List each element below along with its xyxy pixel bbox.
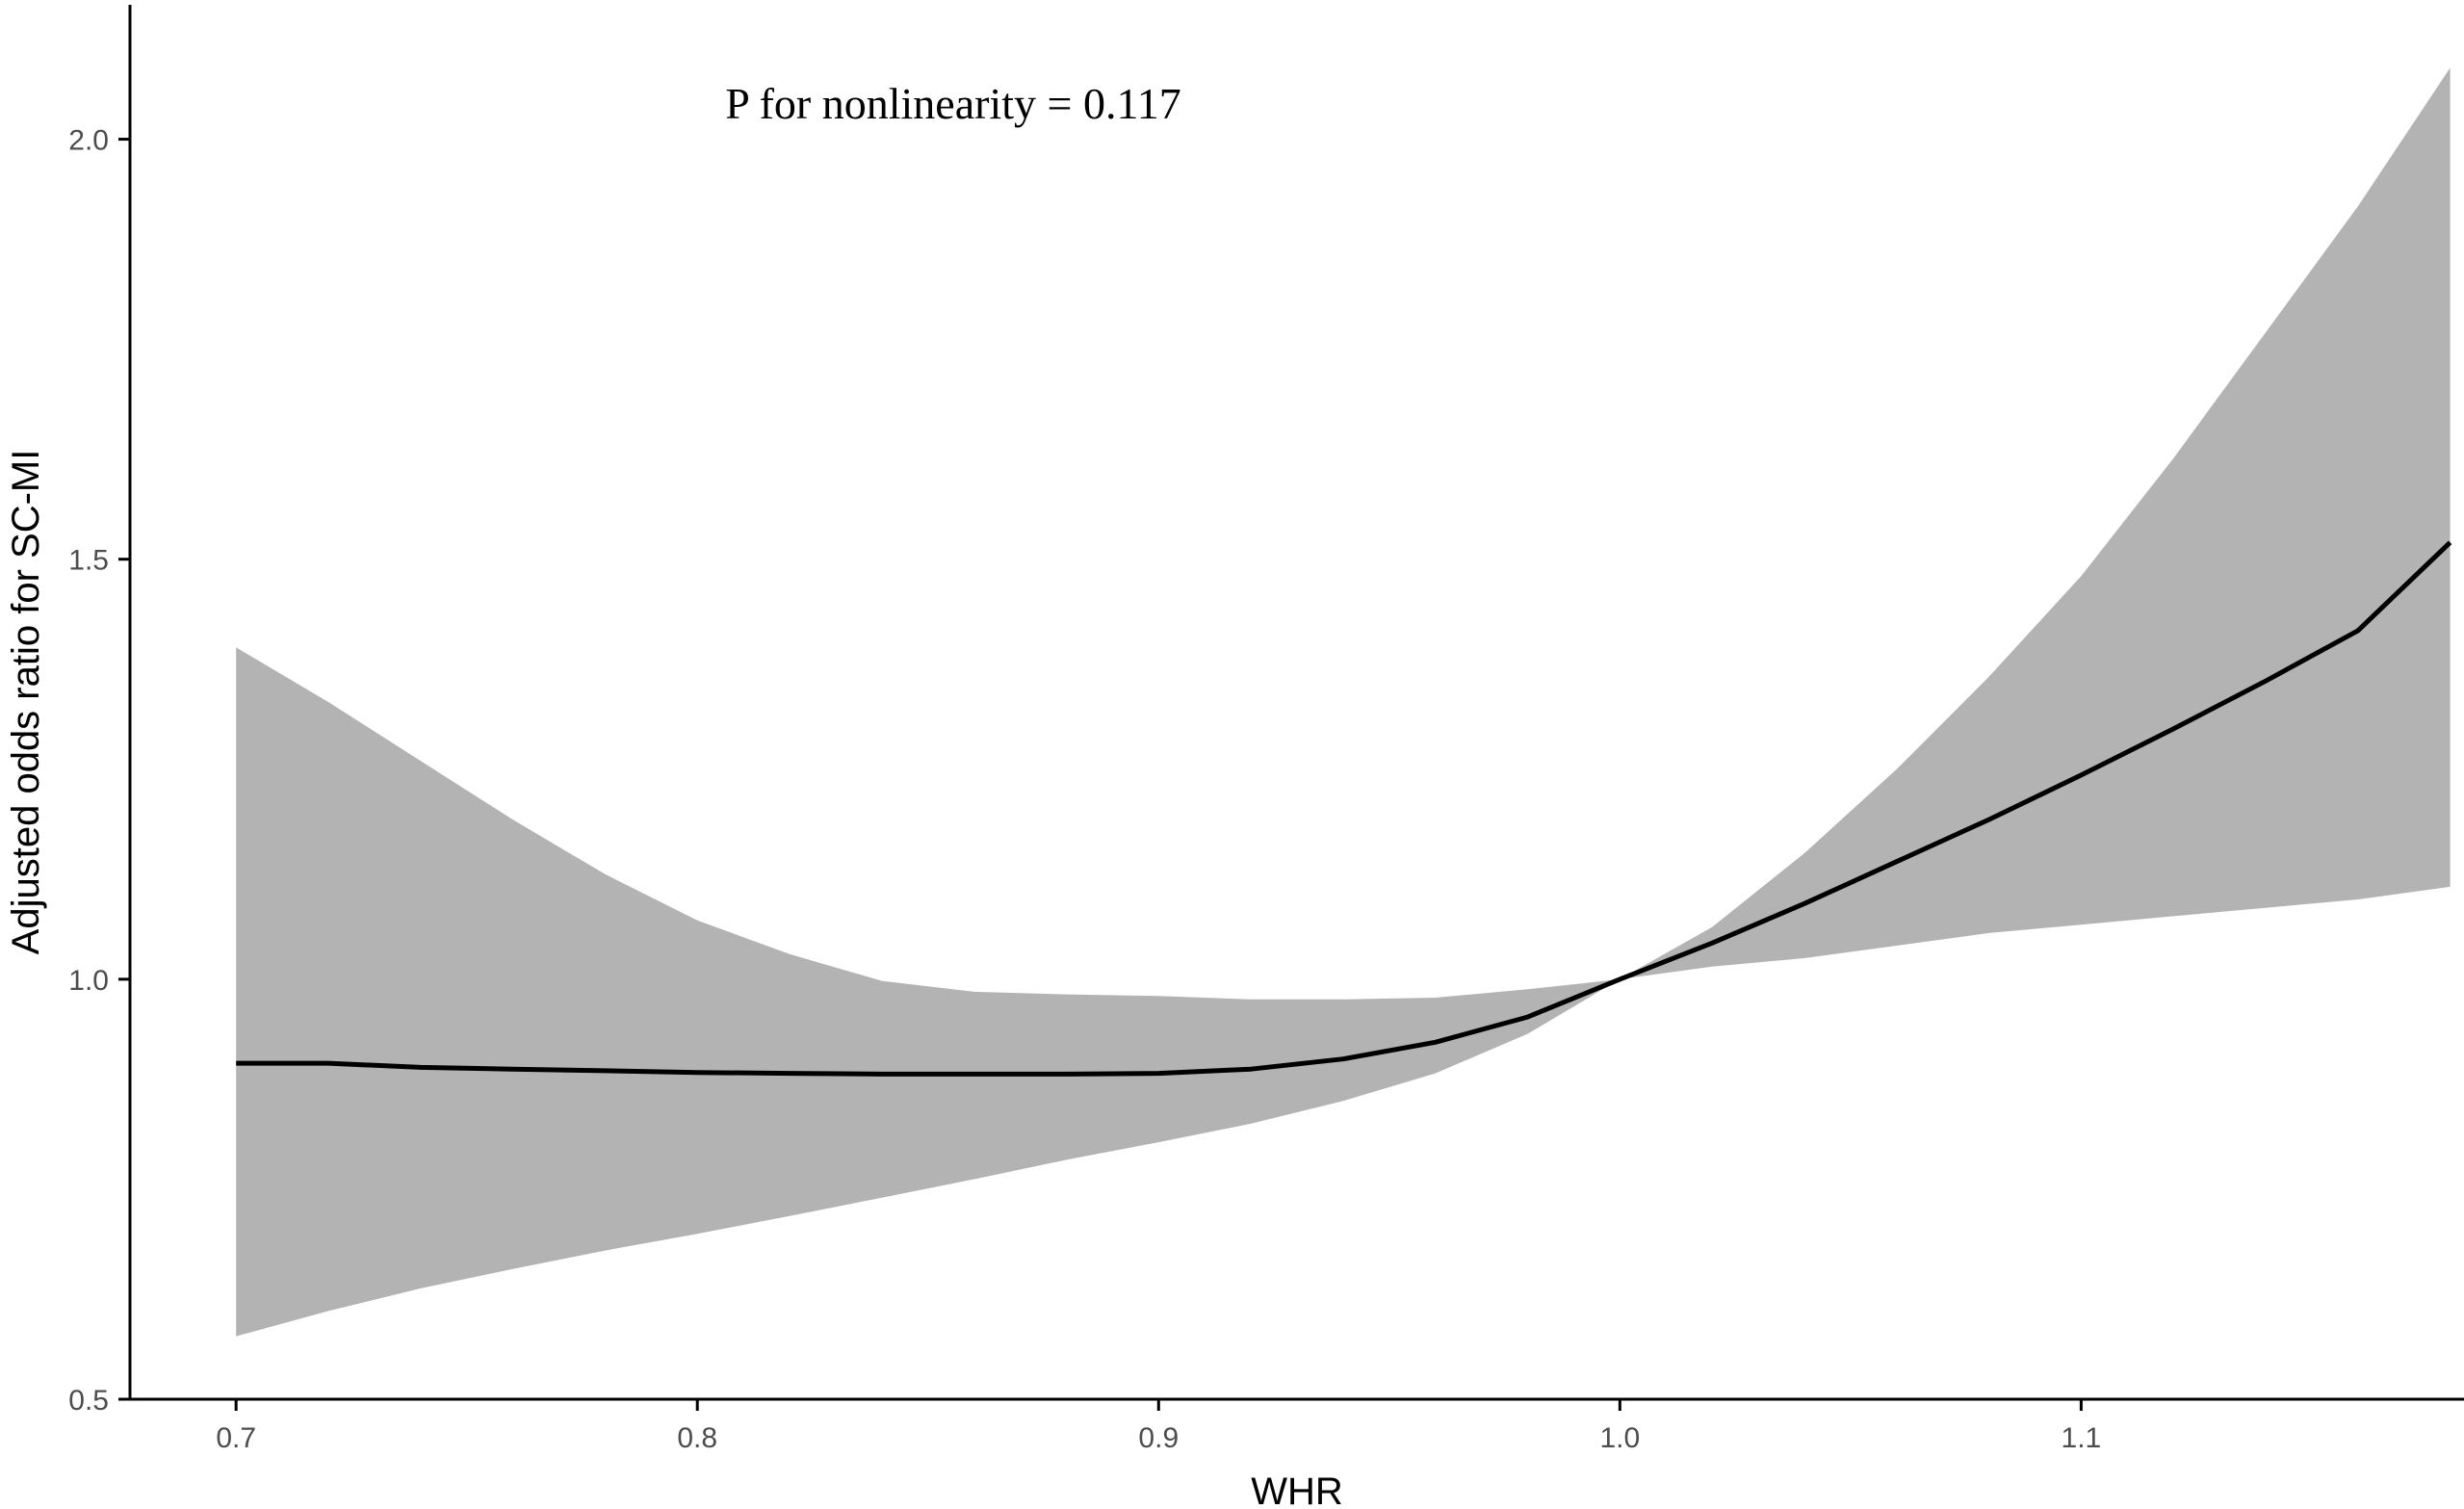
- nonlinearity-annotation: P for nonlinearity = 0.117: [725, 79, 1181, 128]
- x-tick-label: 1.1: [2062, 1422, 2102, 1454]
- x-axis-ticks: 0.7 0.8 0.9 1.0 1.1: [216, 1399, 2101, 1454]
- y-tick-label: 1.0: [68, 965, 109, 997]
- x-tick-label: 1.0: [1599, 1422, 1640, 1454]
- confidence-band: [236, 67, 2451, 1337]
- x-tick-label: 0.7: [216, 1422, 256, 1454]
- y-axis-ticks: 0.5 1.0 1.5 2.0: [68, 125, 130, 1417]
- y-tick-label: 2.0: [68, 125, 109, 157]
- x-tick-label: 0.9: [1138, 1422, 1179, 1454]
- x-tick-label: 0.8: [677, 1422, 717, 1454]
- x-axis-title: WHR: [1251, 1470, 1343, 1509]
- odds-ratio-curve: [236, 540, 2452, 1077]
- y-tick-label: 0.5: [68, 1385, 109, 1417]
- y-tick-label: 1.5: [68, 545, 109, 577]
- y-axis-title: Adjusted odds ratio for SC-MI: [5, 450, 47, 955]
